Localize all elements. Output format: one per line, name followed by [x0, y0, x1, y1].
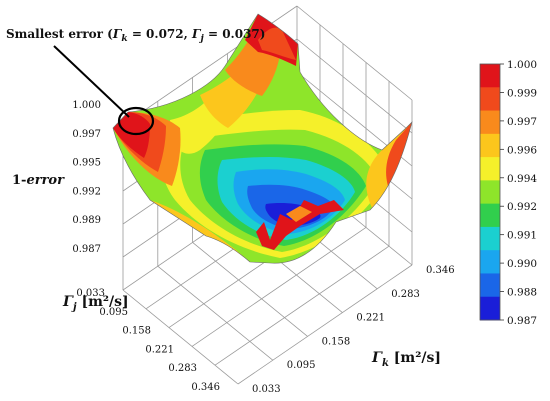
- z-tick-label: 0.989: [72, 215, 101, 226]
- surface-band: [386, 122, 412, 186]
- gamma-j-tick-label: 0.095: [99, 307, 128, 318]
- z-tick-label: 1.000: [72, 100, 101, 111]
- surface-outline: [112, 13, 413, 264]
- gamma-k-ticks: 0.033 0.095 0.158 0.221 0.283 0.346: [252, 265, 455, 395]
- gamma-j-axis-label: Γj [m²/s]: [62, 294, 129, 313]
- colorbar-label: 0.992: [507, 201, 537, 213]
- z-tick-label: 0.995: [72, 158, 101, 169]
- gamma-j-ticks: 0.033 0.095 0.158 0.221 0.283 0.346: [76, 288, 220, 393]
- gamma-j-tick-label: 0.033: [76, 288, 105, 299]
- surface-ridge: [286, 206, 312, 222]
- grid-line: [214, 245, 390, 366]
- colorbar-label: 0.996: [507, 144, 537, 156]
- colorbar-label: 0.999: [507, 87, 537, 99]
- colorbar-label: 0.997: [507, 116, 537, 128]
- colorbar-segment: [480, 64, 500, 88]
- colorbar-segment: [480, 87, 500, 112]
- gamma-k-tick-label: 0.158: [322, 336, 351, 347]
- gamma-j-tick-label: 0.283: [168, 363, 197, 374]
- colorbar-segment: [480, 296, 500, 321]
- surface-band: [258, 27, 296, 60]
- gamma-j-tick-label: 0.346: [191, 382, 220, 393]
- grid-line: [157, 265, 274, 361]
- colorbar-label: 0.987: [507, 315, 537, 327]
- gamma-k-tick-label: 0.033: [252, 384, 281, 395]
- gamma-j-tick-label: 0.158: [122, 326, 151, 337]
- colorbar: 1.000 0.999 0.997 0.996 0.994 0.992 0.991 0.990…: [479, 59, 537, 327]
- annotation-circle: [117, 106, 155, 136]
- colorbar-label: 1.000: [507, 59, 537, 71]
- box-edge: [237, 264, 413, 385]
- z-tick-label: 0.987: [72, 244, 101, 255]
- colorbar-segment: [480, 133, 500, 158]
- gamma-k-tick-label: 0.283: [391, 289, 420, 300]
- box-edge: [296, 5, 413, 101]
- annotation: Smallest error (Γk = 0.072, Γj = 0.037): [6, 27, 265, 136]
- z-tick-label: 0.997: [72, 129, 101, 140]
- surface: [112, 13, 413, 264]
- z-ticks: 1.000 0.997 0.995 0.992 0.989 0.987: [72, 100, 101, 255]
- surface-bands: [113, 14, 412, 264]
- colorbar-segment: [480, 273, 500, 298]
- z-axis-label: 1-error: [12, 173, 65, 188]
- grid-line: [192, 242, 308, 337]
- colorbar-segment: [480, 250, 500, 274]
- colorbar-segment: [480, 110, 500, 135]
- colorbar-label: 0.990: [507, 258, 537, 270]
- gamma-k-tick-label: 0.346: [426, 265, 455, 276]
- colorbar-segment: [480, 157, 500, 181]
- gamma-k-tick-label: 0.221: [356, 313, 385, 324]
- gamma-k-tick-label: 0.095: [287, 360, 316, 371]
- colorbar-label: 0.994: [507, 173, 537, 185]
- colorbar-label: 0.988: [507, 287, 537, 299]
- annotation-arrow: [53, 45, 130, 118]
- colorbar-segment: [480, 180, 500, 205]
- box-edge: [122, 289, 239, 385]
- gamma-k-axis-label: Γk [m²/s]: [371, 350, 441, 369]
- grid-line: [191, 227, 367, 347]
- gamma-j-tick-label: 0.221: [145, 344, 174, 355]
- colorbar-segment: [480, 203, 500, 228]
- z-tick-label: 0.992: [72, 186, 101, 197]
- annotation-label: Smallest error (Γk = 0.072, Γj = 0.037): [6, 27, 265, 44]
- surface-band: [113, 112, 150, 158]
- colorbar-label: 0.991: [507, 230, 537, 242]
- surface-ridge: [256, 200, 344, 250]
- colorbar-frame: [479, 63, 501, 321]
- grid-line: [296, 38, 413, 134]
- colorbar-segment: [480, 226, 500, 251]
